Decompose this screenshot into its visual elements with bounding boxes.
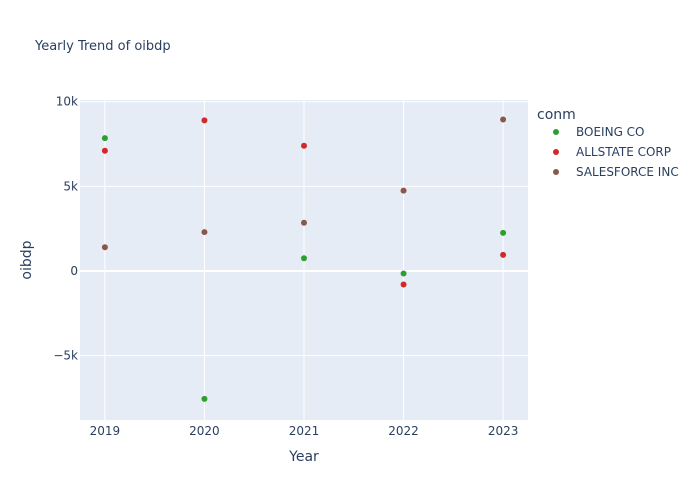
point-salesforce-inc-2022 bbox=[400, 187, 407, 194]
point-boeing-co-2023 bbox=[500, 229, 507, 236]
y-tick-label: 0 bbox=[70, 264, 78, 278]
point-allstate-corp-2023 bbox=[500, 251, 507, 258]
axis-ticks: 2019 2020 2021 2022 2023 −5k 0 5k 10k bbox=[53, 95, 518, 438]
y-axis-title: oibdp bbox=[19, 240, 35, 279]
y-tick-label: 5k bbox=[63, 179, 78, 193]
x-tick-label: 2021 bbox=[289, 424, 320, 438]
y-tick-label: 10k bbox=[56, 95, 78, 109]
x-tick-label: 2019 bbox=[90, 424, 121, 438]
chart-title: Yearly Trend of oibdp bbox=[34, 39, 171, 54]
point-salesforce-inc-2023 bbox=[500, 116, 507, 123]
legend-items: BOEING CO ALLSTATE CORP SALESFORCE INC bbox=[553, 125, 679, 179]
legend-marker bbox=[553, 149, 559, 155]
legend: conm BOEING CO ALLSTATE CORP SALESFORCE IN… bbox=[537, 107, 679, 179]
point-allstate-corp-2020 bbox=[201, 117, 208, 124]
y-tick-label: −5k bbox=[53, 349, 78, 363]
legend-label: BOEING CO bbox=[576, 125, 645, 139]
legend-title: conm bbox=[537, 107, 576, 123]
point-boeing-co-2022 bbox=[400, 270, 407, 277]
point-boeing-co-2020 bbox=[201, 395, 208, 402]
point-allstate-corp-2019 bbox=[101, 147, 108, 154]
x-tick-label: 2020 bbox=[189, 424, 220, 438]
point-boeing-co-2019 bbox=[101, 135, 108, 142]
point-salesforce-inc-2021 bbox=[301, 219, 307, 226]
legend-marker bbox=[553, 169, 559, 175]
point-allstate-corp-2021 bbox=[301, 142, 307, 149]
x-axis-title: Year bbox=[288, 449, 319, 465]
data-points bbox=[101, 116, 507, 402]
legend-label: SALESFORCE INC bbox=[576, 165, 679, 179]
point-allstate-corp-2022 bbox=[400, 281, 407, 288]
legend-marker bbox=[553, 129, 559, 135]
point-salesforce-inc-2020 bbox=[201, 229, 208, 236]
x-tick-label: 2022 bbox=[388, 424, 419, 438]
point-salesforce-inc-2019 bbox=[101, 244, 108, 251]
legend-label: ALLSTATE CORP bbox=[576, 145, 671, 159]
point-boeing-co-2021 bbox=[301, 255, 307, 262]
x-tick-label: 2023 bbox=[488, 424, 519, 438]
